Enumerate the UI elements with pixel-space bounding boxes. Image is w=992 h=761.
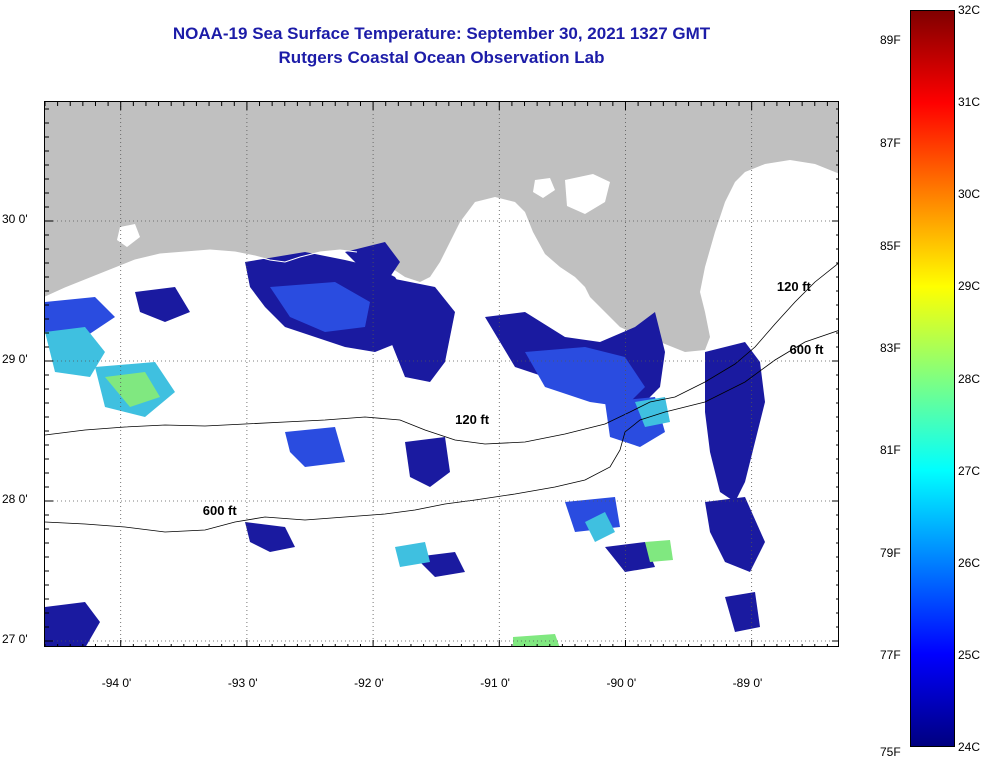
colorbar-celsius-label: 29C — [958, 279, 981, 294]
coastline — [45, 249, 358, 298]
lon-tick-label: -91 0' — [480, 676, 510, 690]
title-line-2: Rutgers Coastal Ocean Observation Lab — [278, 48, 605, 67]
map-title: NOAA-19 Sea Surface Temperature: Septemb… — [44, 22, 839, 70]
lake — [565, 174, 610, 214]
lat-tick-label: 30 0' — [2, 212, 28, 226]
colorbar-celsius-label: 28C — [958, 371, 981, 386]
lat-tick-label: 29 0' — [2, 352, 28, 366]
land-mass — [45, 102, 838, 352]
colorbar-fahrenheit-label: 85F — [880, 238, 901, 253]
contour-120ft — [45, 263, 838, 445]
contour-label: 600 ft — [790, 342, 825, 357]
sst-warmer-patches — [105, 372, 673, 646]
colorbar-celsius-label: 30C — [958, 187, 981, 202]
sst-mid-patches — [45, 282, 665, 532]
colorbar-fahrenheit-label: 77F — [880, 647, 901, 662]
sst-map: 120 ft 600 ft 120 ft 600 ft — [44, 101, 839, 647]
axis-ticks — [45, 102, 838, 646]
lon-tick-label: -92 0' — [354, 676, 384, 690]
colorbar-fahrenheit-label: 83F — [880, 341, 901, 356]
colorbar-fahrenheit-label: 89F — [880, 33, 901, 48]
lon-tick-label: -93 0' — [227, 676, 258, 690]
lake — [533, 178, 555, 198]
colorbar-celsius-label: 26C — [958, 555, 981, 570]
colorbar-celsius-label: 24C — [958, 740, 981, 754]
colorbar-celsius-label: 25C — [958, 647, 981, 662]
lat-tick-label: 28 0' — [2, 492, 28, 506]
lon-tick-label: -89 0' — [732, 676, 763, 690]
colorbar-celsius-label: 31C — [958, 95, 981, 110]
map-canvas: 120 ft 600 ft 120 ft 600 ft — [45, 102, 838, 646]
grid-lines — [45, 102, 838, 646]
lon-tick-label: -94 0' — [101, 676, 132, 690]
colorbar-celsius-label: 32C — [958, 3, 981, 17]
contour-label: 120 ft — [455, 412, 490, 427]
lake — [117, 224, 140, 247]
colorbar-fahrenheit-label: 81F — [880, 443, 901, 458]
colorbar-fahrenheit-label: 79F — [880, 545, 901, 560]
title-line-1: NOAA-19 Sea Surface Temperature: Septemb… — [172, 24, 711, 43]
contour-label: 600 ft — [203, 503, 238, 518]
contour-600ft — [45, 330, 838, 533]
colorbar-celsius-label: 27C — [958, 463, 981, 478]
contour-labels: 120 ft 600 ft 120 ft 600 ft — [203, 279, 824, 518]
contour-label: 120 ft — [777, 279, 812, 294]
temperature-colorbar — [910, 10, 955, 747]
lon-tick-label: -90 0' — [606, 676, 637, 690]
colorbar-fahrenheit-label: 87F — [880, 135, 901, 150]
colorbar-fahrenheit-label: 75F — [880, 745, 901, 759]
lat-tick-label: 27 0' — [2, 632, 28, 646]
